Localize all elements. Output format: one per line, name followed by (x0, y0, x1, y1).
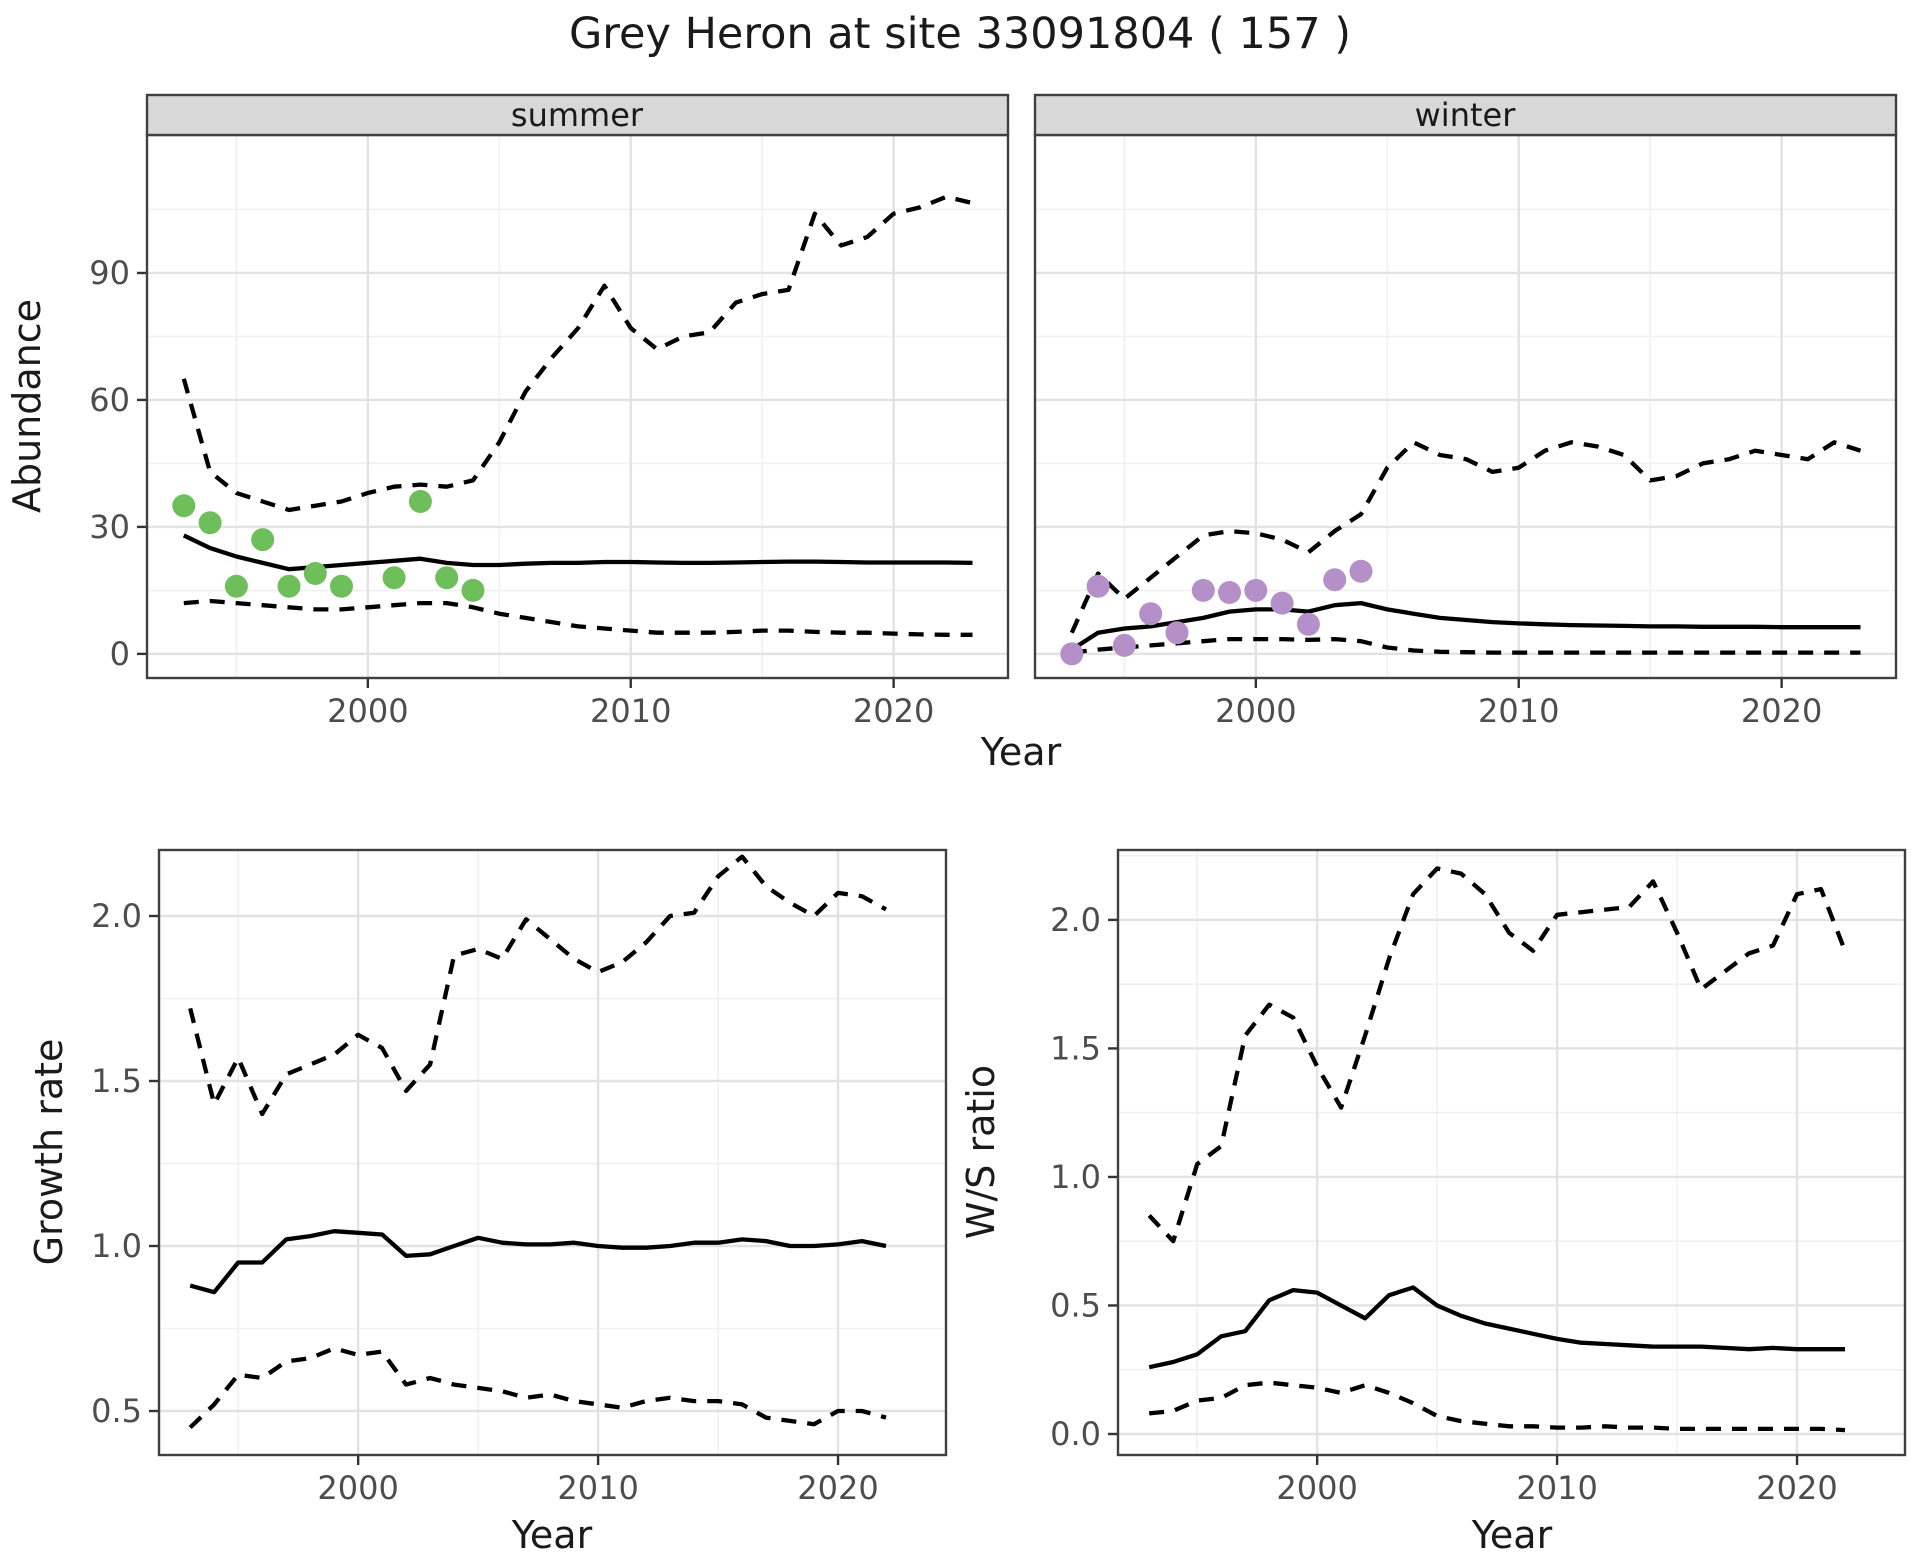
growth-rate-y-tick-label: 0.5 (91, 1392, 142, 1430)
growth-rate-y-tick-label: 2.0 (91, 897, 142, 935)
ws-ratio-y-tick-label: 0.5 (1050, 1286, 1101, 1324)
abundance-summer-observed-points (172, 490, 485, 602)
growth-rate-x-tick-label: 2000 (317, 1469, 398, 1507)
x-axis-title-year-ws: Year (1471, 1513, 1553, 1557)
ws-ratio-panel-border (1116, 848, 1907, 1457)
growth-rate-panel: 2000 2010 2020 0.5 1.0 1.5 2.0 (91, 848, 948, 1507)
ws-ratio-y-tick-label: 1.5 (1050, 1029, 1101, 1067)
ws-ratio-y-tick-label: 1.0 (1050, 1158, 1101, 1196)
abundance-summer-upper-ci-line (181, 194, 974, 513)
page-title: Grey Heron at site 33091804 ( 157 ) (569, 9, 1351, 59)
abundance-winter-observed-point (1165, 621, 1189, 645)
abundance-summer-observed-point (224, 574, 248, 598)
abundance-winter-observed-point (1244, 578, 1268, 602)
abundance-winter-observed-point (1139, 602, 1163, 626)
abundance-winter-observed-point (1323, 568, 1347, 592)
growth-rate-upper-ci-line (188, 854, 888, 1117)
abundance-summer-x-tick-label: 2010 (590, 692, 671, 730)
abundance-summer-y-tick-label: 90 (89, 254, 130, 292)
abundance-summer-observed-point (198, 511, 222, 535)
growth-rate-fitted-line (189, 1229, 887, 1295)
abundance-winter-observed-point (1296, 612, 1320, 636)
ws-ratio-x-tick-label: 2020 (1756, 1469, 1837, 1507)
abundance-winter-observed-points (1060, 559, 1373, 666)
abundance-summer-observed-point (408, 490, 432, 513)
facet-strip-winter (1033, 93, 1898, 137)
growth-rate-y-tick-label: 1.0 (91, 1227, 142, 1265)
growth-rate-panel-border (157, 848, 948, 1457)
abundance-winter-x-tick-label: 2010 (1478, 692, 1559, 730)
x-axis-title-year-growth: Year (511, 1513, 593, 1557)
abundance-winter-observed-point (1086, 574, 1110, 598)
abundance-winter-observed-point (1112, 633, 1136, 657)
abundance-winter-lower-ci-line (1071, 636, 1861, 655)
growth-rate-x-tick-label: 2010 (557, 1469, 638, 1507)
growth-rate-lower-ci-line (188, 1346, 887, 1430)
abundance-summer-observed-point (172, 494, 196, 518)
y-axis-title-ws-ratio: W/S ratio (959, 1065, 1003, 1239)
ws-ratio-fitted-line (1148, 1285, 1845, 1370)
x-axis-title-year-top: Year (980, 730, 1062, 774)
abundance-summer-observed-point (251, 528, 275, 552)
abundance-winter-x-tick-label: 2000 (1215, 692, 1296, 730)
abundance-summer-y-tick-label: 30 (89, 508, 130, 546)
ws-ratio-x-tick-label: 2010 (1516, 1469, 1597, 1507)
ws-ratio-y-tick-label: 2.0 (1050, 901, 1101, 939)
abundance-winter-upper-ci-line (1069, 440, 1862, 634)
abundance-winter-observed-point (1191, 578, 1215, 602)
abundance-summer-observed-point (382, 566, 406, 590)
abundance-winter-observed-point (1349, 559, 1373, 583)
growth-rate-y-tick-label: 1.5 (91, 1062, 142, 1100)
abundance-summer-observed-point (461, 578, 485, 602)
abundance-summer-x-tick-label: 2020 (853, 692, 934, 730)
ws-ratio-upper-ci-line (1147, 866, 1848, 1244)
abundance-winter-fitted-line (1070, 600, 1861, 652)
facet-label-winter: winter (1415, 96, 1517, 134)
abundance-winter-observed-point (1218, 581, 1241, 604)
ws-ratio-panel: 2000 2010 2020 0.0 0.5 1.0 1.5 2.0 (1050, 848, 1907, 1507)
facet-label-summer: summer (511, 96, 644, 134)
abundance-summer-y-tick-label: 60 (89, 381, 130, 419)
abundance-summer-observed-point (277, 574, 301, 598)
abundance-winter-x-tick-label: 2020 (1741, 692, 1822, 730)
growth-rate-x-tick-label: 2020 (797, 1469, 878, 1507)
abundance-summer-lower-ci-line (183, 598, 973, 637)
abundance-winter-observed-point (1270, 591, 1294, 615)
abundance-summer-observed-point (303, 562, 327, 585)
abundance-summer-observed-point (330, 574, 353, 598)
abundance-summer-panel: 2000 2010 2020 0 30 60 90 (89, 133, 1010, 730)
facet-strip-summer (145, 93, 1010, 137)
ws-ratio-x-tick-label: 2000 (1276, 1469, 1357, 1507)
abundance-summer-x-tick-label: 2000 (327, 692, 408, 730)
abundance-summer-observed-point (435, 566, 459, 590)
abundance-winter-observed-point (1060, 642, 1084, 666)
y-axis-title-abundance: Abundance (5, 299, 49, 513)
ws-ratio-y-tick-label: 0.0 (1050, 1415, 1101, 1453)
abundance-summer-y-tick-label: 0 (110, 635, 130, 673)
abundance-winter-panel: 2000 2010 2020 (1033, 133, 1898, 730)
y-axis-title-growth-rate: Growth rate (27, 1039, 71, 1266)
